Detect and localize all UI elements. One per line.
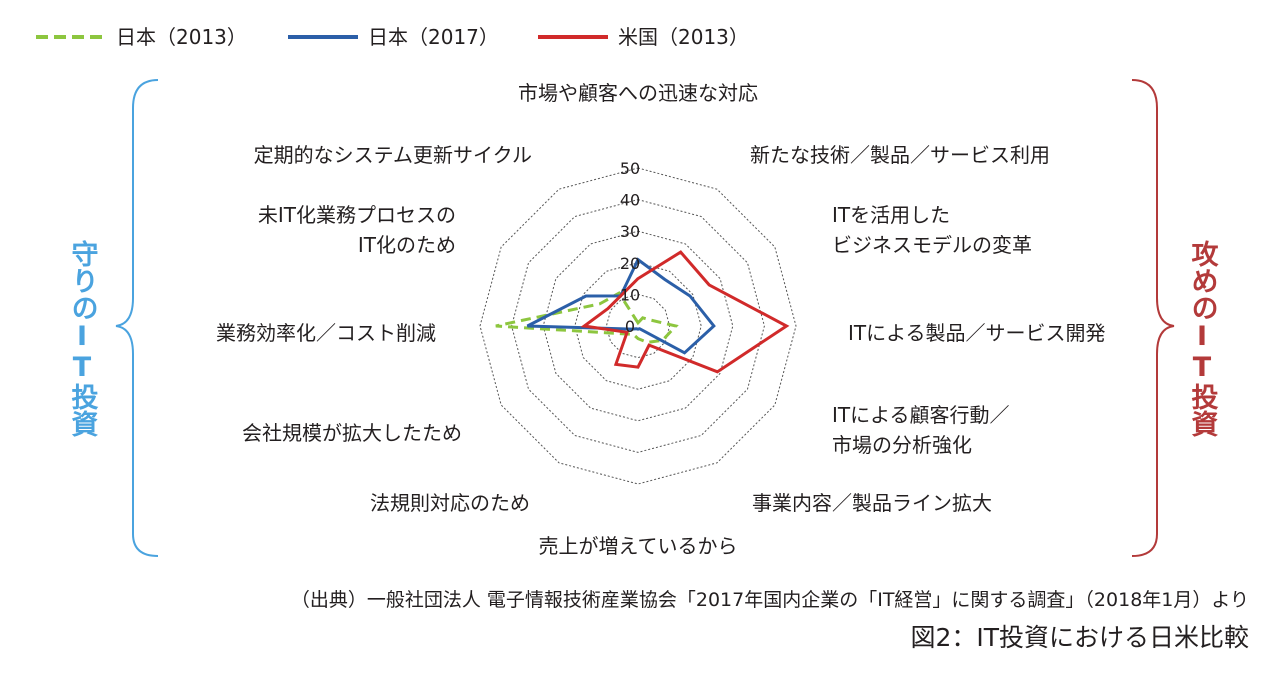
category-label-4-line-1: 市場の分析強化 [832,433,972,457]
source-note: （出典）一般社団法人 電子情報技術産業協会「2017年国内企業の「IT経営」に関… [291,589,1249,611]
series-line-0 [495,291,679,344]
legend-label-2: 米国（2013） [618,25,749,49]
category-label-5: 事業内容／製品ライン拡大 [752,491,992,515]
series-line-2 [580,250,790,374]
right-group-label: 攻めのIT投資 [1187,240,1219,437]
right-brace [1131,79,1175,557]
category-label-10-line-1: IT化のため [358,233,456,257]
category-label-8: 会社規模が拡大したため [242,421,462,445]
tick-label-30: 30 [620,222,640,241]
category-label-0: 市場や顧客への迅速な対応 [518,81,758,105]
category-label-9: 業務効率化／コスト削減 [216,321,436,345]
series-line-1 [526,257,716,355]
radar-grid [479,167,797,485]
legend: 日本（2013） 日本（2017） 米国（2013） [36,25,749,49]
tick-label-50: 50 [620,159,640,178]
tick-label-40: 40 [620,191,640,210]
category-label-4-line-0: ITによる顧客行動／ [832,403,1010,427]
category-label-1: 新たな技術／製品／サービス利用 [750,143,1050,167]
left-group-label: 守りのIT投資 [67,239,99,437]
legend-label-1: 日本（2017） [368,25,499,49]
category-label-10-line-0: 未IT化業務プロセスの [258,203,456,227]
tick-label-20: 20 [620,254,640,273]
tick-label-0: 0 [625,317,635,336]
left-brace [115,79,159,557]
grid-ring-40 [511,199,765,453]
grid-ring-20 [574,262,702,390]
category-label-7: 法規則対応のため [370,491,530,515]
category-label-2-line-0: ITを活用した [832,203,950,227]
legend-label-0: 日本（2013） [116,25,247,49]
radar-series [495,250,790,374]
category-label-6: 売上が増えているから [539,534,738,558]
category-label-2-line-1: ビジネスモデルの変革 [832,233,1032,257]
tick-label-10: 10 [620,285,640,304]
category-label-3: ITによる製品／サービス開発 [848,321,1106,345]
grid-ring-10 [605,293,671,359]
category-label-11: 定期的なシステム更新サイクル [254,143,532,167]
grid-ring-50 [479,167,797,485]
figure-title: 図2：IT投資における日米比較 [910,623,1249,652]
radial-tick-labels: 0 10 20 30 40 50 [620,159,640,336]
